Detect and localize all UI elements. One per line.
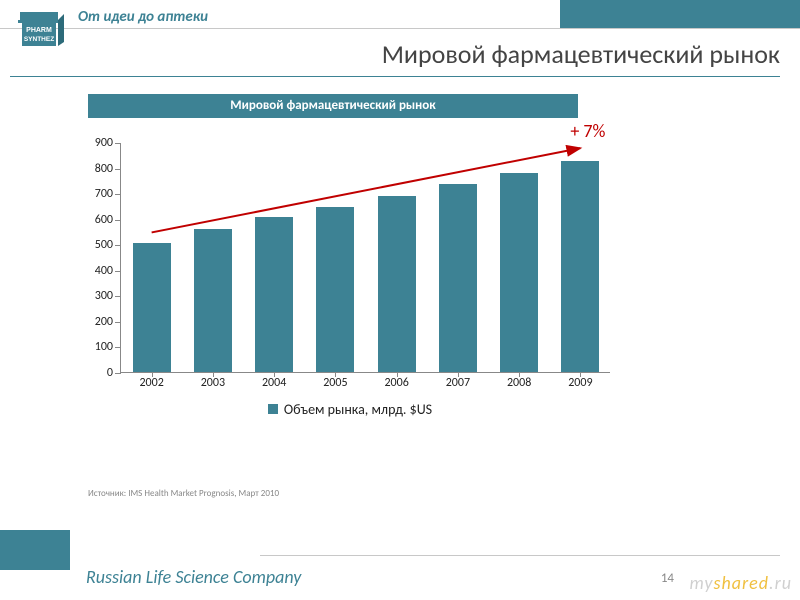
y-axis-label: 400 — [95, 264, 121, 278]
chart-subtitle-bar: Мировой фармацевтический рынок — [88, 94, 578, 118]
bar — [133, 243, 171, 372]
x-axis-label: 2007 — [446, 372, 470, 390]
x-axis-label: 2005 — [323, 372, 347, 390]
x-axis-label: 2002 — [139, 372, 163, 390]
bar — [194, 229, 232, 372]
y-axis-label: 200 — [95, 315, 121, 329]
y-axis-label: 900 — [95, 136, 121, 150]
footer-company: Russian Life Science Company — [86, 566, 301, 588]
watermark: myshared.ru — [690, 572, 792, 594]
footer-divider — [260, 555, 780, 556]
tagline: От идеи до аптеки — [78, 8, 208, 26]
chart-plot-area: 0100200300400500600700800900200220032004… — [120, 143, 610, 373]
x-axis-label: 2003 — [201, 372, 225, 390]
bar — [439, 184, 477, 372]
source-citation: Источник: IMS Health Market Prognosis, М… — [88, 488, 279, 499]
bar — [378, 196, 416, 372]
page-number: 14 — [661, 571, 674, 586]
y-axis-label: 100 — [95, 340, 121, 354]
chart-legend: Объем рынка, млрд. $US — [70, 401, 630, 418]
y-axis-label: 700 — [95, 187, 121, 201]
footer-accent-block — [0, 530, 70, 570]
header-divider — [0, 28, 800, 29]
y-axis-label: 600 — [95, 213, 121, 227]
y-axis-label: 300 — [95, 289, 121, 303]
bar — [561, 161, 599, 372]
x-axis-label: 2006 — [384, 372, 408, 390]
x-axis-label: 2008 — [507, 372, 531, 390]
legend-label: Объем рынка, млрд. $US — [284, 401, 432, 418]
bar — [500, 173, 538, 372]
page-title: Мировой фармацевтический рынок — [0, 38, 780, 70]
x-axis-label: 2009 — [568, 372, 592, 390]
bar — [255, 217, 293, 372]
bar — [316, 207, 354, 372]
y-axis-label: 0 — [107, 366, 121, 380]
title-underline — [10, 76, 780, 77]
y-axis-label: 500 — [95, 238, 121, 252]
growth-percentage-label: + 7% — [570, 120, 605, 142]
legend-swatch — [268, 404, 278, 414]
x-axis-label: 2004 — [262, 372, 286, 390]
y-axis-label: 800 — [95, 162, 121, 176]
header-accent-bar — [560, 0, 800, 28]
market-chart: 0 100 200 300 400 500 600 700 800 900 2002 2003 2004… — [70, 128, 630, 418]
svg-text:PHARM: PHARM — [26, 27, 52, 34]
